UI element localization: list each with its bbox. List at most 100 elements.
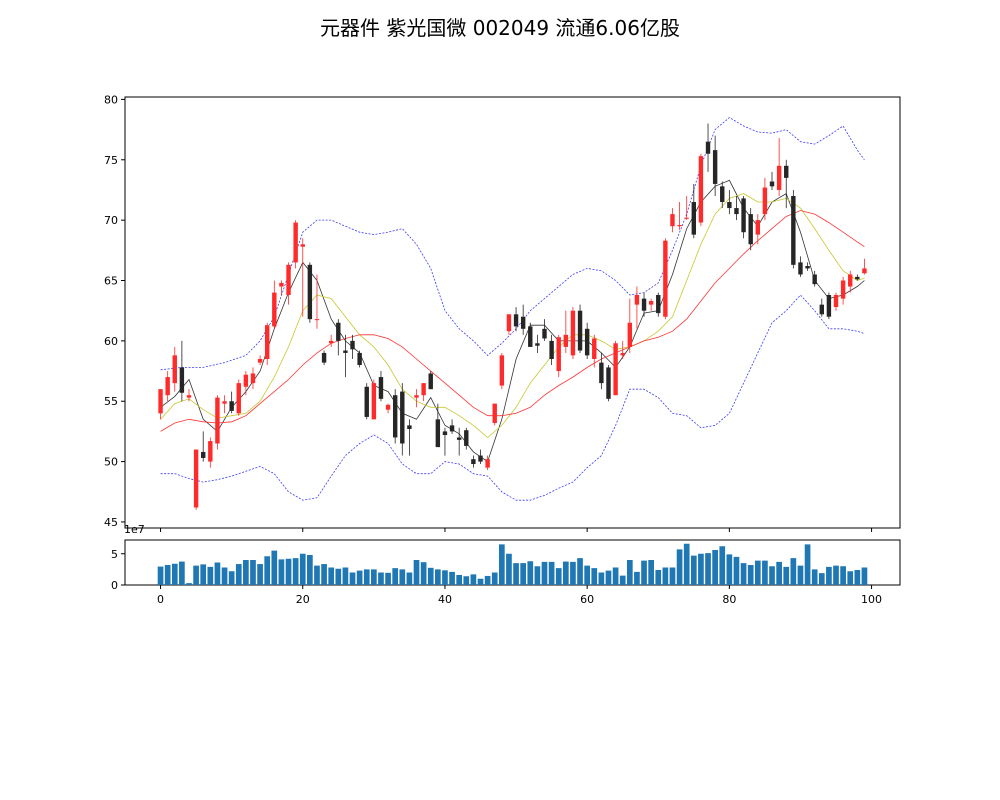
- candle-body: [556, 337, 561, 372]
- line-ma20: [160, 210, 865, 432]
- candle-body: [848, 274, 853, 287]
- candle: [641, 292, 647, 317]
- candle: [812, 270, 817, 287]
- candle: [165, 371, 170, 402]
- candle: [321, 350, 327, 366]
- candle: [392, 389, 398, 444]
- candle-body: [684, 217, 689, 219]
- candle: [833, 292, 839, 311]
- volume-bar: [278, 559, 285, 585]
- volume-bar: [797, 565, 804, 585]
- volume-x-tick-label: 80: [722, 593, 736, 606]
- volume-bar: [712, 550, 718, 585]
- candle: [300, 238, 305, 317]
- volume-bar: [371, 569, 377, 585]
- candle: [506, 314, 512, 335]
- candle: [805, 262, 810, 271]
- candle: [336, 319, 341, 356]
- volume-bar: [555, 568, 562, 585]
- candle-body: [720, 186, 725, 203]
- candle: [314, 274, 320, 329]
- candle-body: [257, 358, 263, 363]
- candle: [656, 292, 661, 317]
- candle: [577, 304, 583, 353]
- candle: [257, 355, 263, 366]
- volume-bar: [804, 544, 811, 585]
- candle-body: [528, 326, 533, 347]
- volume-bar: [363, 569, 370, 585]
- candle: [769, 171, 775, 190]
- candle-body: [769, 181, 775, 187]
- volume-bar: [861, 567, 868, 585]
- candle-body: [442, 431, 448, 436]
- candle: [755, 214, 761, 245]
- volume-bar: [186, 583, 192, 585]
- candle: [599, 352, 604, 390]
- candle-body: [592, 338, 597, 359]
- candle: [791, 189, 796, 269]
- volume-bar: [683, 543, 690, 585]
- candle: [464, 427, 469, 450]
- candle-body: [826, 294, 832, 317]
- volume-frame: [124, 539, 901, 586]
- candle-body: [499, 355, 505, 386]
- volume-bar: [826, 566, 832, 585]
- volume-bar: [228, 571, 235, 585]
- candle-body: [456, 437, 462, 440]
- candle-body: [400, 391, 405, 444]
- volume-bar: [356, 570, 363, 585]
- candle: [620, 340, 625, 359]
- candle: [385, 403, 391, 414]
- volume-bar: [157, 566, 164, 585]
- candle-body: [421, 383, 426, 396]
- volume-bar: [591, 568, 598, 585]
- volume-bar: [648, 560, 654, 585]
- volume-bar: [335, 568, 342, 585]
- candle: [193, 449, 199, 510]
- volume-bar: [634, 571, 640, 585]
- candle-body: [577, 310, 583, 351]
- candle: [855, 274, 860, 281]
- volume-bar: [470, 574, 477, 585]
- candle-body: [193, 449, 199, 508]
- candle-body: [599, 362, 604, 384]
- candle-body: [328, 340, 334, 344]
- volume-bar: [762, 560, 768, 585]
- candle-body: [336, 322, 341, 341]
- candle-body: [378, 377, 384, 399]
- volume-bar: [456, 575, 463, 585]
- candle-body: [464, 430, 469, 446]
- volume-bar: [285, 558, 292, 585]
- volume-bar: [541, 561, 548, 585]
- volume-bar: [705, 553, 711, 585]
- candle: [186, 389, 192, 402]
- candle: [279, 280, 284, 295]
- candle: [264, 322, 270, 366]
- volume-bar: [776, 561, 782, 585]
- volume-bar: [570, 561, 576, 585]
- volume-bar: [314, 565, 320, 585]
- volume-bar: [605, 570, 612, 585]
- candle: [528, 322, 533, 347]
- candle-body: [222, 401, 227, 404]
- volume-bar: [342, 567, 349, 585]
- candle-body: [179, 367, 185, 393]
- candle-body: [407, 425, 412, 430]
- candle: [371, 379, 377, 420]
- candle-body: [449, 425, 455, 432]
- volume-bar: [307, 555, 313, 585]
- candle-body: [542, 328, 547, 339]
- candle-body: [343, 350, 348, 353]
- line-ma5: [160, 179, 865, 463]
- candle: [556, 334, 561, 378]
- candle-body: [606, 367, 611, 399]
- volume-bar: [235, 564, 242, 585]
- volume-bar: [321, 564, 327, 585]
- candle-body: [307, 264, 313, 320]
- candle-body: [357, 352, 362, 366]
- candle-body: [819, 304, 824, 315]
- volume-bar: [250, 560, 256, 585]
- candle: [798, 256, 803, 277]
- candle: [435, 403, 441, 448]
- price-panel: 45 50 55 60 65 70 75 80: [104, 93, 901, 532]
